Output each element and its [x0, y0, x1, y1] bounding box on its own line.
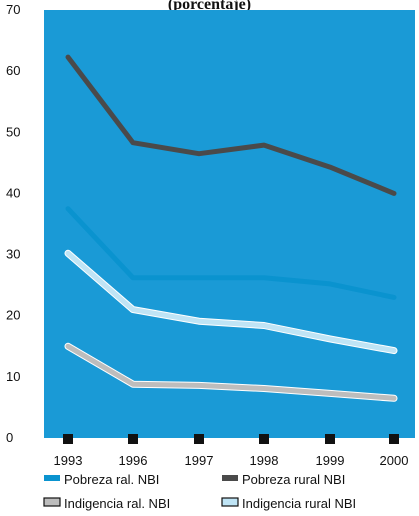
data-point-indigencia-ral-nbi	[66, 344, 70, 348]
data-point-pobreza-rural-nbi	[131, 141, 135, 145]
data-point-pobreza-rural-nbi	[66, 55, 70, 59]
data-point-indigencia-rural-nbi	[392, 349, 396, 353]
legend-label-indigencia-ral-nbi: Indigencia ral. NBI	[64, 496, 170, 511]
data-point-pobreza-ral-nbi	[131, 276, 135, 280]
data-point-indigencia-ral-nbi	[197, 383, 201, 387]
legend-swatch-indigencia-rural-nbi	[221, 497, 239, 507]
y-tick-label: 20	[6, 308, 20, 323]
x-tick-mark	[194, 434, 204, 444]
series-line-indigencia-ral-nbi	[65, 343, 397, 401]
x-tick-label: 1996	[119, 453, 148, 468]
series-line-pobreza-ral-nbi	[65, 206, 397, 300]
x-tick-mark	[259, 434, 269, 444]
data-point-pobreza-rural-nbi	[262, 143, 266, 147]
legend-label-pobreza-rural-nbi: Pobreza rural NBI	[242, 472, 345, 487]
legend-swatch-indigencia-ral-nbi	[43, 497, 61, 507]
y-tick-label: 10	[6, 369, 20, 384]
x-tick-mark	[325, 434, 335, 444]
data-point-pobreza-ral-nbi	[392, 295, 396, 299]
x-tick-label: 1993	[54, 453, 83, 468]
y-tick-label: 60	[6, 63, 20, 78]
x-tick-mark	[389, 434, 399, 444]
y-tick-label: 70	[6, 2, 20, 17]
data-point-indigencia-ral-nbi	[328, 391, 332, 395]
data-point-indigencia-rural-nbi	[131, 308, 135, 312]
data-point-indigencia-rural-nbi	[262, 324, 266, 328]
data-point-pobreza-ral-nbi	[328, 282, 332, 286]
series-line-pobreza-rural-nbi	[65, 54, 397, 196]
x-tick-label: 2000	[380, 453, 409, 468]
data-point-pobreza-ral-nbi	[262, 276, 266, 280]
legend-label-pobreza-ral-nbi: Pobreza ral. NBI	[64, 472, 159, 487]
y-tick-label: 40	[6, 185, 20, 200]
data-point-pobreza-rural-nbi	[392, 191, 396, 195]
legend-swatch-pobreza-ral-nbi	[44, 475, 60, 481]
data-point-pobreza-ral-nbi	[66, 207, 70, 211]
chart-title: (porcentaje)	[167, 0, 252, 13]
data-point-indigencia-ral-nbi	[392, 396, 396, 400]
series-line-indigencia-rural-nbi	[65, 250, 397, 354]
x-tick-mark	[128, 434, 138, 444]
data-point-indigencia-ral-nbi	[131, 382, 135, 386]
plot-area	[44, 10, 415, 438]
x-tick-label: 1999	[316, 453, 345, 468]
data-point-pobreza-rural-nbi	[328, 165, 332, 169]
y-tick-label: 30	[6, 247, 20, 262]
data-point-pobreza-ral-nbi	[197, 276, 201, 280]
legend-swatch-pobreza-rural-nbi	[222, 475, 238, 481]
data-point-pobreza-rural-nbi	[197, 152, 201, 156]
data-point-indigencia-rural-nbi	[328, 337, 332, 341]
y-tick-label: 50	[6, 124, 20, 139]
x-tick-label: 1997	[185, 453, 214, 468]
x-tick-mark	[63, 434, 73, 444]
x-tick-label: 1998	[250, 453, 279, 468]
legend-label-indigencia-rural-nbi: Indigencia rural NBI	[242, 496, 356, 511]
y-tick-label: 0	[6, 430, 13, 445]
data-point-indigencia-rural-nbi	[66, 251, 70, 255]
data-point-indigencia-ral-nbi	[262, 387, 266, 391]
data-point-indigencia-rural-nbi	[197, 319, 201, 323]
